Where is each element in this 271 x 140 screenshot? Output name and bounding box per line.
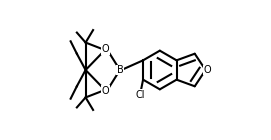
Text: O: O	[102, 86, 109, 96]
Text: Cl: Cl	[136, 90, 145, 100]
Text: O: O	[102, 44, 109, 54]
Text: B: B	[117, 65, 123, 75]
Text: O: O	[203, 65, 211, 75]
